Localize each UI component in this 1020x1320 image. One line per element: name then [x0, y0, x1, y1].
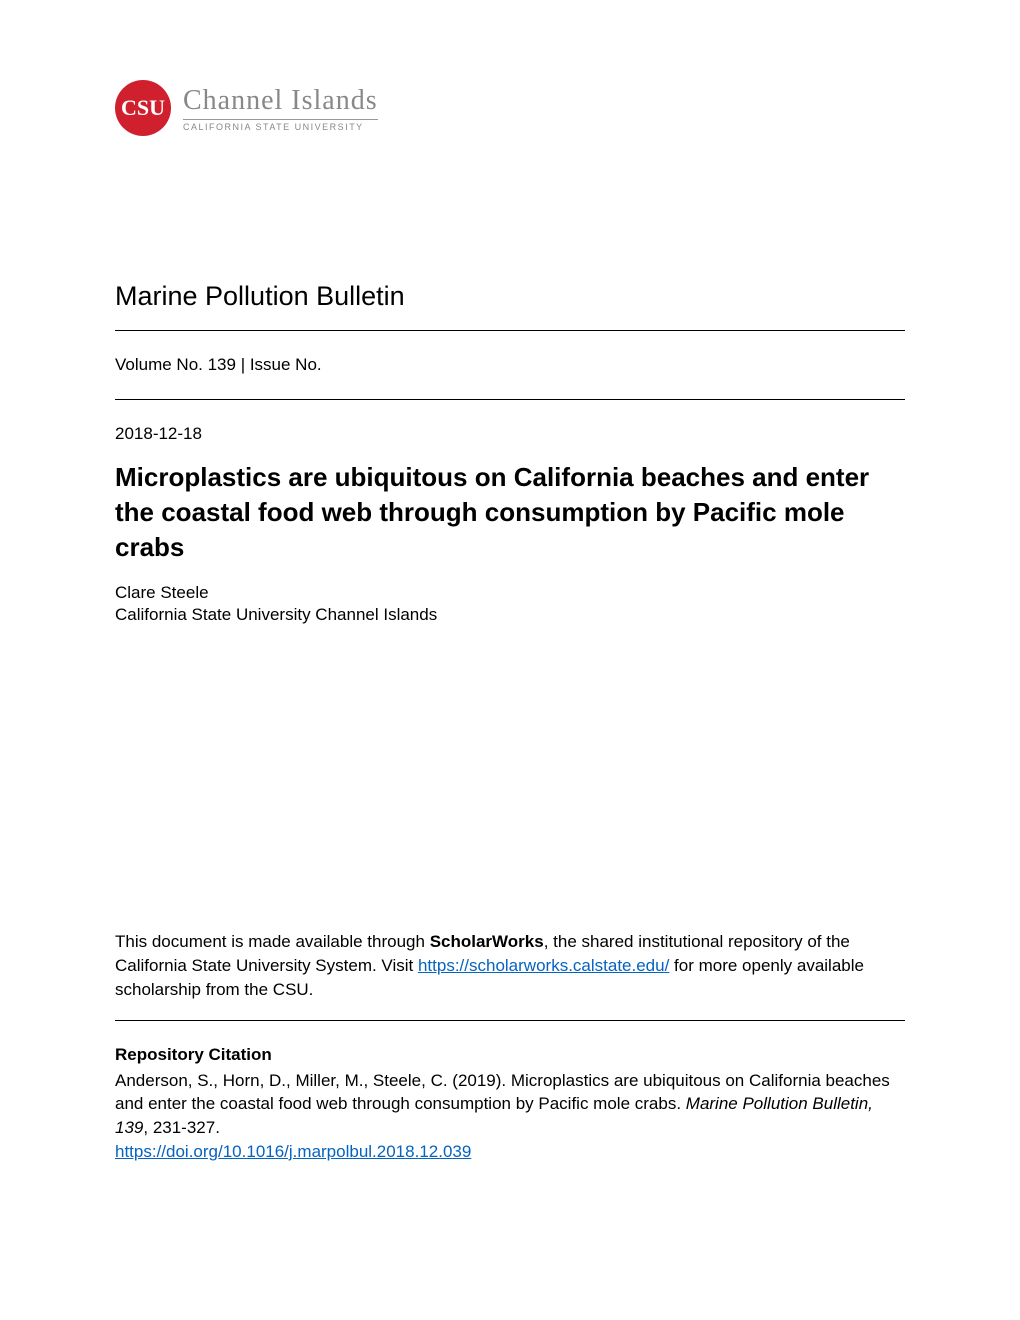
scholarworks-term: ScholarWorks [430, 932, 544, 951]
citation-heading: Repository Citation [115, 1045, 905, 1065]
spacer [115, 625, 905, 930]
author-affiliation: California State University Channel Isla… [115, 605, 905, 625]
volume-issue: Volume No. 139 | Issue No. [115, 331, 905, 399]
journal-title: Marine Pollution Bulletin [115, 281, 905, 312]
logo-subtitle: CALIFORNIA STATE UNIVERSITY [183, 122, 378, 132]
citation-pages: , 231-327. [143, 1118, 220, 1137]
logo-badge-icon: CSU [115, 80, 171, 136]
logo-badge-text: CSU [121, 95, 165, 121]
article-title: Microplastics are ubiquitous on Californ… [115, 460, 905, 565]
doi-link[interactable]: https://doi.org/10.1016/j.marpolbul.2018… [115, 1142, 471, 1161]
logo-text-block: Channel Islands CALIFORNIA STATE UNIVERS… [183, 85, 378, 132]
availability-text-before: This document is made available through [115, 932, 430, 951]
author-name: Clare Steele [115, 583, 905, 603]
scholarworks-link[interactable]: https://scholarworks.calstate.edu/ [418, 956, 669, 975]
logo-title: Channel Islands [183, 85, 378, 120]
institution-logo: CSU Channel Islands CALIFORNIA STATE UNI… [115, 80, 905, 136]
publication-date: 2018-12-18 [115, 400, 905, 460]
availability-statement: This document is made available through … [115, 930, 905, 1001]
citation-text: Anderson, S., Horn, D., Miller, M., Stee… [115, 1069, 905, 1164]
citation-section: Repository Citation Anderson, S., Horn, … [115, 1021, 905, 1164]
